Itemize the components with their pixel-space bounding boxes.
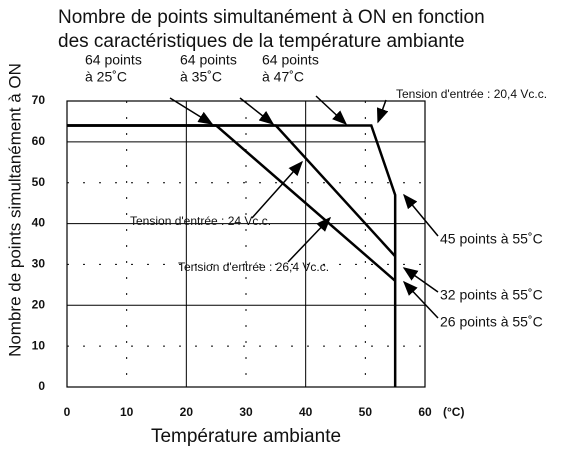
x-tick-label: 50: [359, 405, 373, 419]
arrow: [402, 267, 439, 293]
arrow: [239, 97, 275, 125]
series-line: [67, 124, 397, 387]
x-tick-label: 10: [120, 405, 134, 419]
arrow: [287, 216, 332, 263]
y-tick-label: 40: [32, 216, 46, 230]
annotation: 64 points: [180, 52, 237, 68]
arrow: [251, 160, 303, 219]
y-tick-label: 60: [32, 134, 46, 148]
y-tick-label: 70: [32, 93, 46, 107]
y-tick-label: 20: [32, 297, 46, 311]
chart-title: Nombre de points simultanément à ON en f…: [58, 7, 485, 28]
annotation: à 25˚C: [85, 69, 127, 85]
series-label: Tension d'entrée : 24 Vc.c.: [130, 214, 271, 228]
series-label: Tension d'entrée : 20,4 Vc.c.: [396, 87, 547, 101]
chart-title: des caractéristiques de la température a…: [58, 31, 465, 52]
x-tick-label: 30: [239, 405, 253, 419]
annotation: 64 points: [262, 52, 319, 68]
x-tick-label: 40: [299, 405, 313, 419]
series-label: Tension d'entrée : 26,4 Vc.c.: [178, 260, 329, 274]
annotation: 26 points à 55˚C: [440, 314, 543, 330]
plot-frame: [66, 100, 426, 388]
x-tick-label: 20: [180, 405, 194, 419]
annotation: 45 points à 55˚C: [440, 231, 543, 247]
y-axis-label: Nombre de points simultanément à ON: [5, 63, 24, 357]
arrow: [403, 193, 439, 237]
arrow: [169, 97, 214, 125]
y-tick-label: 0: [38, 379, 45, 393]
y-tick-label: 10: [32, 338, 46, 352]
y-tick-label: 50: [32, 175, 46, 189]
annotation: à 47˚C: [262, 69, 304, 85]
x-tick-label: 60: [418, 405, 432, 419]
annotation: 32 points à 55˚C: [440, 287, 543, 303]
x-axis-label: Température ambiante: [151, 426, 341, 447]
annotation: à 35˚C: [180, 69, 222, 85]
x-tick-label: 0: [64, 405, 71, 419]
arrow: [402, 280, 439, 319]
annotation: 64 points: [85, 52, 142, 68]
arrow: [376, 99, 389, 124]
series-line: [67, 124, 396, 282]
y-tick-label: 30: [32, 257, 46, 271]
x-unit: (°C): [443, 405, 464, 419]
arrow: [315, 95, 348, 126]
